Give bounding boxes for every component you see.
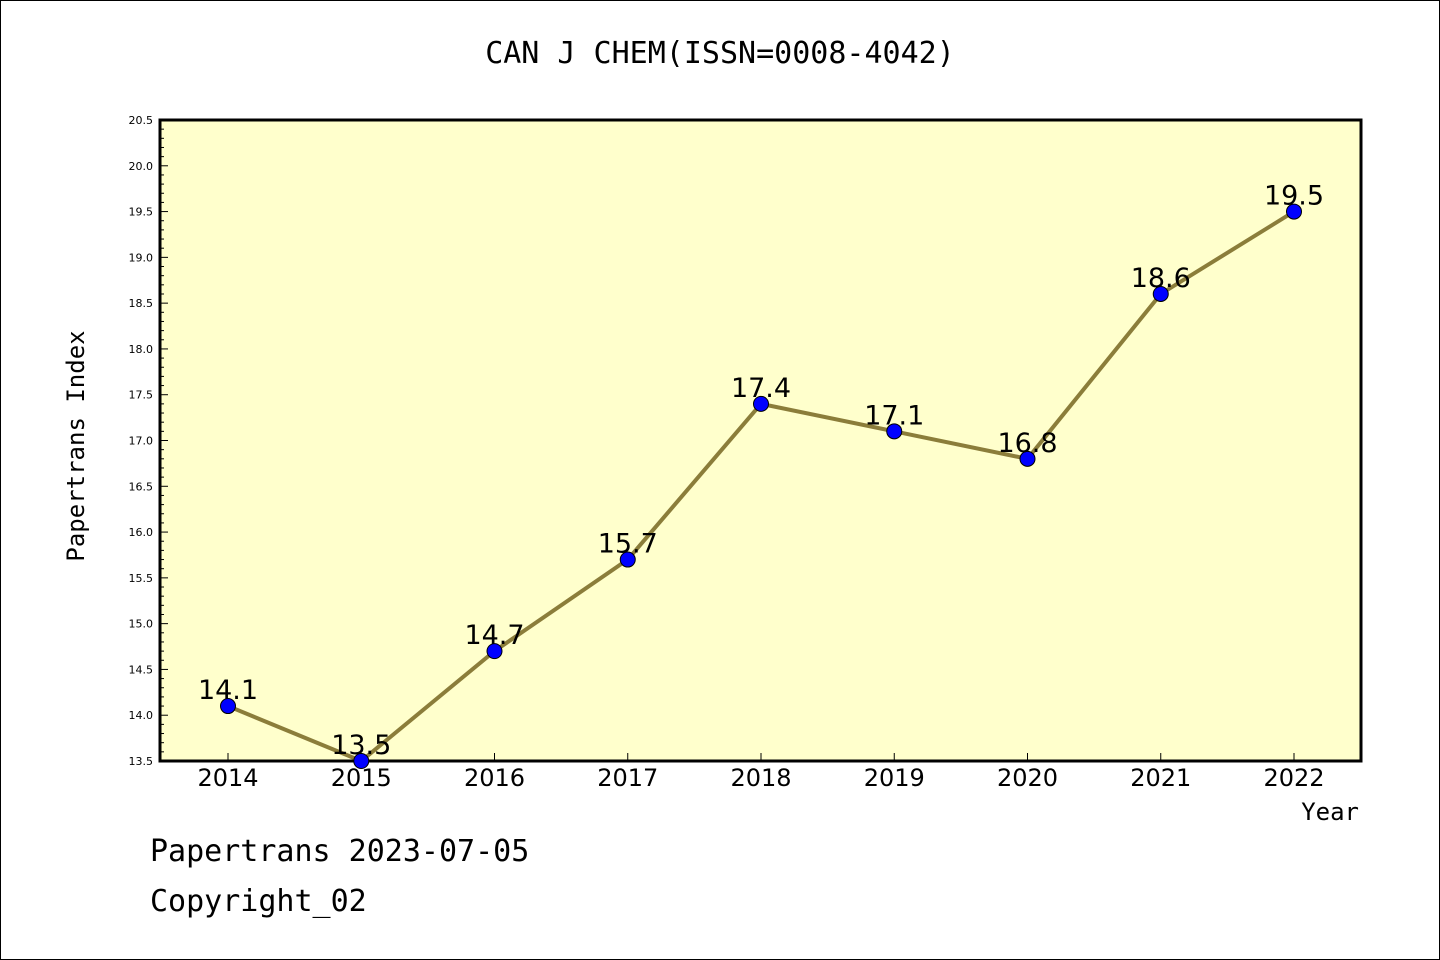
x-tick-label: 2022: [1263, 764, 1324, 792]
y-tick-label: 20.5: [129, 114, 154, 127]
y-tick-label: 14.0: [129, 709, 154, 722]
data-label: 17.1: [864, 400, 924, 431]
x-tick-label: 2017: [597, 764, 658, 792]
y-tick-label: 18.5: [129, 297, 154, 310]
y-tick-label: 19.0: [129, 251, 154, 264]
y-tick-label: 14.5: [129, 663, 154, 676]
y-tick-label: 16.5: [129, 480, 154, 493]
x-tick-label: 2021: [1130, 764, 1191, 792]
data-point: [353, 753, 370, 769]
footer-date: Papertrans 2023-07-05: [150, 834, 530, 869]
data-label: 16.8: [997, 428, 1057, 459]
footer-copyright: Copyright_02: [150, 884, 367, 919]
data-point: [753, 395, 769, 412]
x-tick-label: 2016: [464, 764, 525, 792]
x-tick-label: 2019: [864, 764, 925, 792]
y-tick-label: 17.5: [129, 389, 154, 402]
data-point: [1019, 450, 1036, 467]
data-label: 13.5: [331, 730, 391, 761]
y-tick-label: 20.0: [129, 160, 154, 173]
y-axis: 13.5 14.0 14.5 15.0 15.5 16.0 16.5 17.0 17.5 18.0…: [129, 114, 168, 768]
data-point: [1152, 285, 1169, 302]
x-tick-label: 2018: [730, 764, 791, 792]
data-point: [220, 698, 236, 715]
data-point: [619, 551, 636, 568]
data-point: [1286, 203, 1302, 220]
y-tick-label: 15.5: [129, 572, 154, 585]
data-label: 18.6: [1131, 263, 1191, 294]
data-label: 14.1: [198, 675, 258, 706]
data-point: [486, 643, 503, 660]
y-axis-label: Papertrans Index: [62, 330, 90, 561]
y-tick-label: 19.5: [129, 206, 154, 219]
data-label: 15.7: [598, 529, 658, 560]
chart-title: CAN J CHEM(ISSN=0008-4042): [485, 36, 955, 71]
data-label: 14.7: [464, 620, 524, 651]
y-tick-label: 17.0: [129, 435, 154, 448]
data-point: [886, 423, 903, 440]
y-tick-label: 15.0: [129, 618, 154, 631]
data-label: 19.5: [1264, 181, 1324, 212]
y-tick-label: 18.0: [129, 343, 154, 356]
data-labels: 14.1 13.5 14.7 15.7 17.4 17.1 16.8 18.6 19.5: [198, 181, 1324, 761]
x-tick-label: 2014: [197, 764, 258, 792]
y-tick-label: 16.0: [129, 526, 154, 539]
x-tick-label: 2020: [997, 764, 1058, 792]
data-points: [220, 203, 1302, 769]
plot-area: [158, 118, 1363, 763]
x-axis-label: Year: [1301, 798, 1359, 826]
y-tick-label: 13.5: [129, 755, 154, 768]
data-label: 17.4: [731, 373, 791, 404]
